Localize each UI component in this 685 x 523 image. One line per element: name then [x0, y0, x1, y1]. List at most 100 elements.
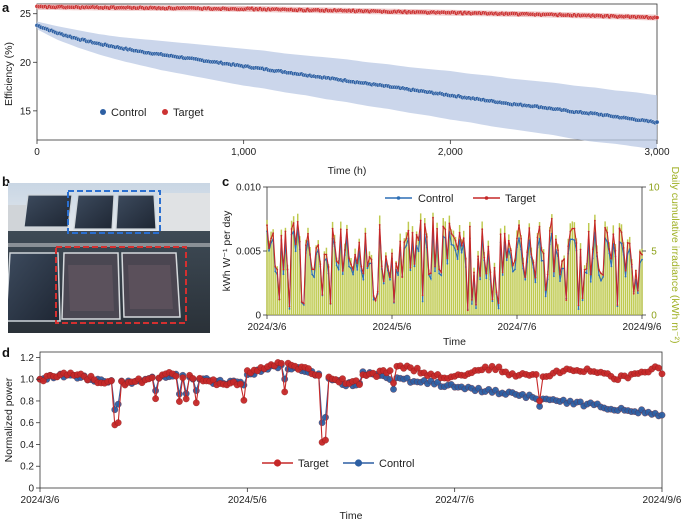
irradiance-bar	[604, 221, 606, 315]
irradiance-bar	[596, 245, 598, 315]
irradiance-bar	[426, 233, 428, 315]
series-target-point	[322, 436, 329, 444]
series-target-point	[495, 363, 503, 371]
irradiance-bar	[301, 299, 303, 315]
series-target-point	[315, 372, 323, 379]
series-target-point	[526, 251, 529, 254]
series-target-point	[581, 297, 584, 300]
irradiance-bar	[337, 260, 340, 315]
irradiance-bar	[452, 230, 455, 315]
series-target-point	[354, 253, 356, 256]
series-target-point	[475, 303, 477, 306]
series-target-point	[430, 272, 432, 274]
series-control-point	[512, 270, 514, 273]
irradiance-bar	[540, 246, 543, 315]
series-target-point	[313, 268, 315, 271]
panel-a-frame	[36, 3, 658, 141]
series-control-point	[417, 250, 420, 253]
series-control-point	[485, 277, 488, 280]
irradiance-bar	[585, 262, 588, 315]
series-target-point	[575, 242, 578, 244]
photo-scene	[8, 183, 210, 333]
irradiance-bar	[438, 265, 440, 315]
series-target-point	[311, 268, 313, 271]
series-target-point	[323, 253, 326, 256]
irradiance-bar	[282, 265, 285, 315]
series-target-point	[411, 231, 414, 234]
irradiance-bar	[624, 268, 627, 315]
series-target-point	[335, 260, 338, 262]
irradiance-bar	[475, 305, 477, 315]
series-target-point	[391, 252, 393, 255]
irradiance-bar	[419, 213, 422, 315]
irradiance-bar	[424, 218, 426, 315]
irradiance-bar	[557, 244, 559, 315]
irradiance-bar	[532, 259, 535, 315]
series-target-point	[542, 252, 545, 255]
series-target-point	[376, 290, 379, 293]
series-target-point	[277, 359, 285, 367]
series-control-point	[624, 275, 627, 278]
irradiance-bar	[434, 261, 436, 315]
series-control-line	[39, 364, 663, 425]
series-target-point	[561, 260, 563, 263]
irradiance-bar	[473, 267, 475, 315]
irradiance-bar	[612, 225, 615, 315]
series-target-point	[546, 273, 549, 276]
irradiance-bar	[600, 272, 602, 315]
irradiance-bar	[454, 236, 457, 315]
series-target-point	[341, 270, 344, 272]
series-target-point	[436, 227, 438, 230]
irradiance-bar	[409, 262, 412, 315]
series-target-point	[440, 271, 443, 274]
series-target-point	[641, 253, 643, 256]
series-target-point	[423, 223, 426, 225]
series-target-point	[389, 276, 391, 279]
series-target-point	[510, 249, 512, 252]
series-target-point	[491, 298, 494, 301]
series-target-point	[305, 365, 312, 372]
irradiance-bar	[327, 264, 330, 315]
series-target-point	[495, 291, 498, 294]
irradiance-bar	[581, 296, 584, 315]
irradiance-bar	[503, 225, 506, 315]
series-target-point	[425, 236, 428, 238]
irradiance-bar	[358, 238, 360, 315]
irradiance-bar	[489, 269, 492, 315]
solar-cell-area	[128, 265, 173, 309]
series-target-point	[456, 248, 459, 251]
irradiance-bar	[577, 306, 580, 315]
series-control-point	[268, 250, 270, 252]
series-target-point	[305, 244, 307, 247]
series-target-point	[485, 272, 488, 275]
x-tick-label: 2024/7/6	[435, 495, 474, 506]
irradiance-bar	[555, 235, 557, 315]
series-target-point	[532, 261, 535, 264]
series-target-point	[268, 247, 270, 250]
series-control-point	[600, 279, 602, 282]
irradiance-bar	[430, 272, 432, 315]
irradiance-bar	[442, 218, 444, 315]
series-target-point	[339, 228, 342, 231]
series-control-point	[602, 276, 604, 278]
irradiance-bar	[592, 246, 594, 315]
series-control-point	[452, 244, 455, 247]
series-control-band	[37, 21, 657, 150]
series-target-point	[528, 227, 531, 229]
series-target-point	[176, 398, 183, 405]
series-target-point	[557, 249, 559, 252]
panel-d-frame	[39, 351, 663, 489]
x-tick-label: 2024/3/6	[248, 322, 287, 333]
irradiance-bar	[608, 242, 610, 315]
irradiance-bar	[299, 236, 301, 315]
series-target-point	[189, 375, 197, 382]
series-control-point	[585, 272, 588, 274]
series-control-point	[372, 298, 375, 301]
series-control-point	[561, 267, 563, 270]
series-target-point	[380, 265, 383, 268]
irradiance-bar	[561, 259, 563, 315]
series-target-point	[524, 276, 527, 278]
series-target-point	[386, 367, 394, 374]
irradiance-bar	[307, 227, 309, 315]
